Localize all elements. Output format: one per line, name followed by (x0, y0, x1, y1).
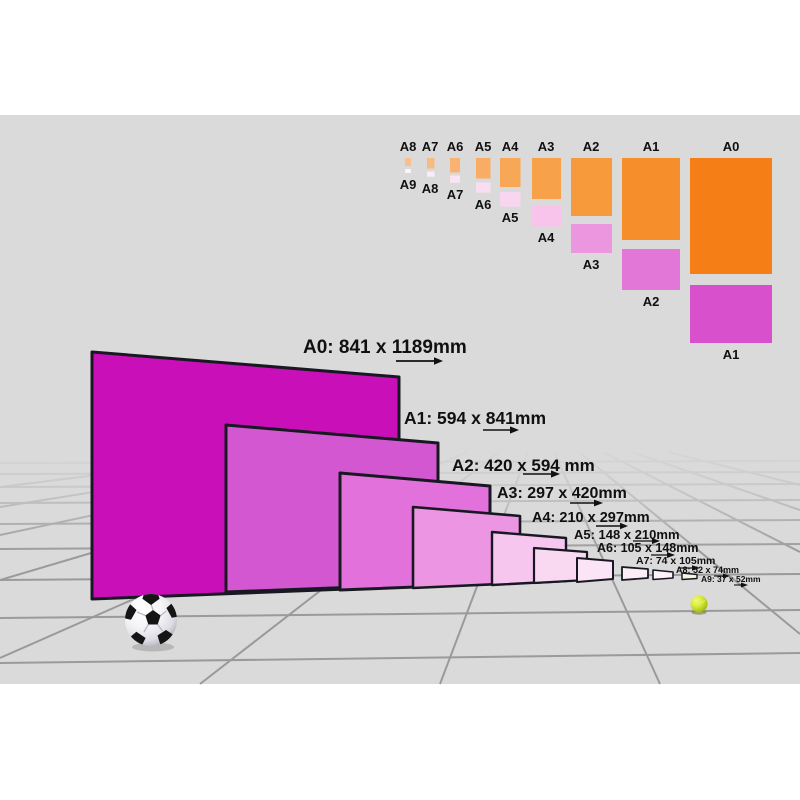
arrow-A3 (570, 499, 603, 507)
paper-A8 (652, 569, 674, 581)
arrow-A5 (633, 538, 660, 544)
arrow-A9 (734, 582, 748, 588)
paper-A6 (576, 557, 614, 583)
flat-size-rect-A3 (532, 158, 561, 199)
arrow-A7 (679, 565, 700, 571)
flat-size-rect-A8 (405, 158, 411, 166)
arrow-A1 (483, 426, 519, 434)
dimension-arrows (396, 357, 748, 588)
flat-size-rect-A1 (622, 158, 680, 240)
flat-size-rect-A0 (690, 158, 772, 274)
flat-size-rect-A7 (427, 158, 435, 169)
tennis-ball-seam (692, 599, 706, 604)
arrow-A2 (523, 470, 560, 478)
arrow-A4 (596, 522, 628, 530)
flat-cut-rect-A1 (690, 285, 772, 343)
arrow-A6 (651, 552, 675, 558)
flat-cut-rect-A7 (450, 175, 460, 183)
flat-cut-rect-A5 (500, 192, 521, 207)
paper-A9 (681, 572, 698, 581)
flat-size-rect-A4 (500, 158, 521, 187)
flat-size-rect-A6 (450, 158, 460, 173)
flat-size-rect-A5 (476, 158, 491, 179)
arrow-A0 (396, 357, 443, 365)
flat-cut-rect-A6 (476, 182, 491, 193)
soccer-ball-shadow (132, 642, 174, 652)
arrow-A8 (714, 573, 730, 579)
flat-cut-rect-A9 (405, 169, 411, 173)
perspective-papers (90, 350, 698, 601)
flat-size-chart (405, 158, 772, 343)
flat-cut-rect-A2 (622, 249, 680, 290)
flat-size-rect-A2 (571, 158, 612, 216)
tennis-ball-body (690, 595, 708, 613)
flat-cut-rect-A4 (532, 206, 561, 227)
paper-A7 (621, 566, 649, 581)
flat-cut-rect-A3 (571, 224, 612, 253)
grid-line (0, 652, 800, 664)
tennis-ball (690, 595, 708, 615)
flat-cut-rect-A8 (427, 171, 435, 177)
